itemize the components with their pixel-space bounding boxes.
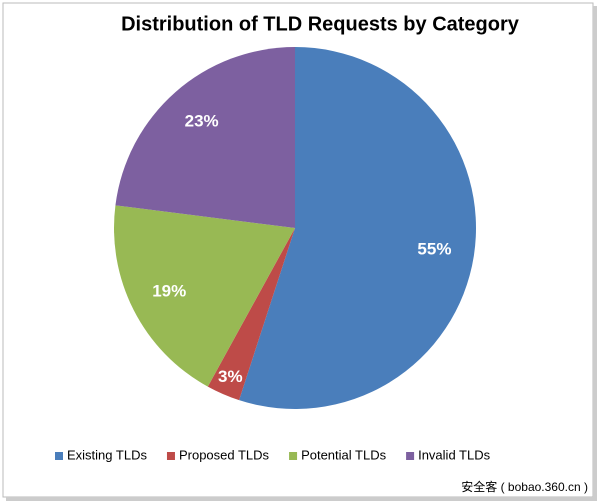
watermark: 安全客 ( bobao.360.cn ) bbox=[461, 479, 588, 494]
frame-shadow bbox=[593, 6, 597, 500]
pie-slice bbox=[115, 47, 295, 228]
frame-shadow bbox=[6, 497, 597, 501]
legend-swatch bbox=[55, 452, 63, 460]
data-label: 3% bbox=[218, 367, 243, 386]
chart-title: Distribution of TLD Requests by Category bbox=[121, 13, 520, 35]
pie-slice bbox=[239, 47, 477, 409]
legend-swatch bbox=[289, 452, 298, 460]
data-label: 23% bbox=[185, 112, 219, 131]
legend-label: Invalid TLDs bbox=[418, 447, 491, 462]
data-label: 19% bbox=[152, 282, 186, 301]
data-label: 55% bbox=[417, 240, 451, 259]
legend-swatch bbox=[166, 452, 175, 460]
legend-label: Proposed TLDs bbox=[179, 447, 270, 462]
legend-label: Existing TLDs bbox=[67, 447, 147, 462]
legend-label: Potential TLDs bbox=[301, 447, 387, 462]
pie-slice bbox=[207, 228, 295, 401]
pie-slice bbox=[113, 205, 295, 387]
legend-swatch bbox=[406, 452, 415, 460]
